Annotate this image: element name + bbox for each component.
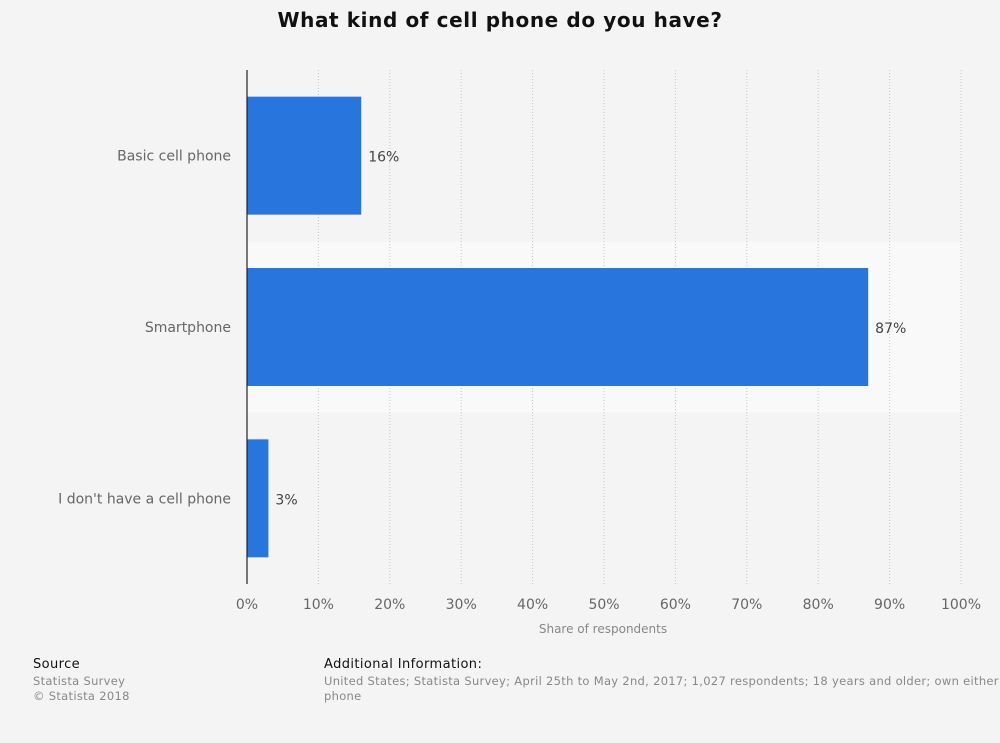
bar <box>247 268 869 386</box>
x-tick-label: 70% <box>731 597 762 613</box>
x-tick-label: 100% <box>941 597 981 613</box>
chart-footer: Source Statista Survey © Statista 2018 A… <box>0 656 1000 743</box>
category-label: I don't have a cell phone <box>58 491 231 507</box>
chart-title: What kind of cell phone do you have? <box>277 8 723 32</box>
x-tick-label: 20% <box>374 597 405 613</box>
x-tick-label: 0% <box>236 597 258 613</box>
x-tick-label: 50% <box>588 597 619 613</box>
source-line: Statista Survey <box>33 674 126 688</box>
bar <box>247 439 269 558</box>
x-tick-label: 90% <box>874 597 905 613</box>
bar <box>247 96 362 215</box>
x-axis-title: Share of respondents <box>539 622 667 636</box>
x-tick-label: 30% <box>446 597 477 613</box>
bar-chart: 0% 10% 20% 30% 40% 50% 60% 70% 80% 90% 100% Basic c… <box>58 70 981 636</box>
x-tick-label: 80% <box>803 597 834 613</box>
x-tick-label: 60% <box>660 597 691 613</box>
x-tick-label: 10% <box>303 597 334 613</box>
additional-info-block: Additional Information: United States; S… <box>324 656 1000 704</box>
data-label: 87% <box>875 321 906 337</box>
additional-info-line: United States; Statista Survey; April 25… <box>324 674 999 688</box>
additional-info-heading: Additional Information: <box>324 657 483 672</box>
copyright-line: © Statista 2018 <box>33 689 130 703</box>
category-label: Basic cell phone <box>117 149 231 165</box>
source-block: Source Statista Survey © Statista 2018 <box>33 656 130 704</box>
x-tick-label: 40% <box>517 597 548 613</box>
category-label: Smartphone <box>145 320 231 336</box>
data-label: 3% <box>275 492 297 508</box>
additional-info-line: phone <box>324 689 362 703</box>
source-heading: Source <box>33 657 81 672</box>
data-label: 16% <box>368 150 399 166</box>
